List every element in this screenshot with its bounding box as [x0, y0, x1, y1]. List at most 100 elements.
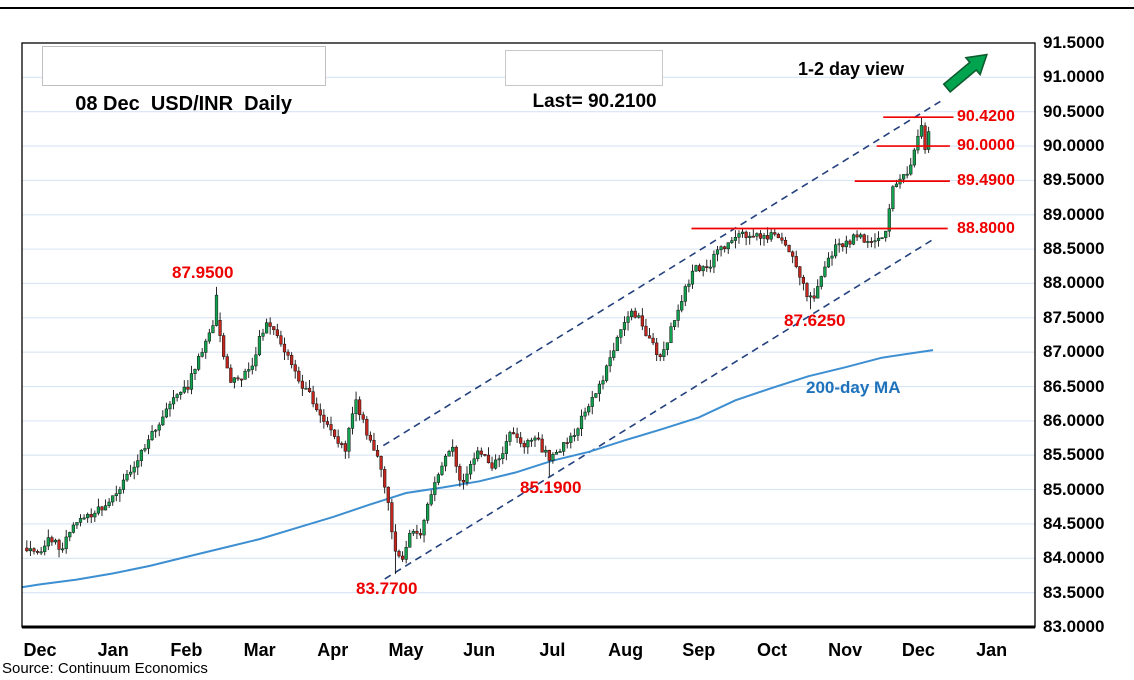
- candle-body: [232, 377, 236, 383]
- candle-body: [851, 234, 856, 245]
- candle-body: [594, 393, 598, 398]
- candle-body: [350, 413, 355, 429]
- candle-body: [468, 464, 473, 475]
- candle-body: [801, 276, 805, 284]
- candle-body: [640, 315, 644, 327]
- candle-body: [35, 551, 40, 553]
- candle-body: [71, 524, 75, 533]
- candle-body: [576, 428, 580, 436]
- x-axis-label: Jan: [976, 640, 1008, 660]
- candle-body: [511, 432, 516, 435]
- candle-body: [730, 240, 734, 243]
- candle-body: [490, 462, 494, 469]
- candle-body: [426, 503, 430, 521]
- candle-body: [866, 241, 870, 243]
- candle-body: [458, 466, 462, 481]
- candle-body: [200, 352, 204, 357]
- candle-body: [300, 380, 304, 389]
- x-axis-label: Mar: [243, 640, 276, 660]
- candle-body: [218, 319, 222, 336]
- candle-body: [880, 237, 884, 240]
- candle-body: [39, 551, 43, 554]
- candle-body: [75, 522, 79, 526]
- candle-body: [465, 473, 469, 483]
- candle-body: [619, 329, 623, 338]
- candle-body: [440, 465, 444, 475]
- annotation-label: 83.7700: [356, 579, 418, 598]
- candle-body: [46, 537, 50, 547]
- candle-body: [354, 399, 358, 415]
- candle-body: [540, 438, 544, 453]
- candle-body: [332, 429, 337, 437]
- candle-body: [211, 325, 215, 334]
- candle-body: [794, 256, 798, 267]
- candle-body: [909, 164, 913, 175]
- candle-body: [587, 406, 591, 413]
- candle-body: [171, 397, 176, 405]
- candle-body: [751, 235, 755, 238]
- y-axis-label: 83.5000: [1043, 582, 1105, 602]
- candle-body: [787, 244, 791, 253]
- candle-body: [454, 446, 458, 467]
- candle-body: [286, 351, 290, 356]
- candle-body: [884, 230, 888, 238]
- candle-body: [565, 442, 569, 444]
- candle-body: [429, 494, 433, 505]
- candle-body: [494, 459, 498, 469]
- y-axis-label: 91.0000: [1043, 67, 1105, 87]
- candle-body: [100, 506, 104, 511]
- candle-body: [175, 394, 179, 398]
- top-divider: [0, 7, 1134, 9]
- candle-body: [515, 433, 519, 438]
- candle-body: [894, 183, 899, 187]
- candle-body: [522, 443, 526, 448]
- candle-body: [665, 342, 670, 350]
- candle-body: [590, 397, 594, 407]
- candle-body: [361, 414, 365, 420]
- level-label: 90.4200: [957, 108, 1015, 126]
- candle-body: [197, 356, 201, 370]
- candle-body: [400, 555, 405, 560]
- candle-body: [275, 329, 279, 336]
- candle-body: [658, 354, 662, 357]
- candle-body: [676, 309, 680, 321]
- candle-body: [290, 354, 294, 365]
- source-caption: Source: Continuum Economics: [2, 660, 208, 677]
- candle-body: [669, 326, 673, 343]
- candle-body: [157, 424, 161, 431]
- candle-body: [164, 408, 168, 418]
- candle-body: [386, 486, 390, 503]
- candle-body: [182, 386, 186, 393]
- x-axis-label: Dec: [901, 640, 935, 660]
- candle-body: [715, 249, 720, 255]
- candle-body: [415, 530, 419, 534]
- candle-body: [612, 350, 616, 358]
- candle-body: [808, 295, 813, 298]
- x-axis-label: Jan: [97, 640, 129, 660]
- y-axis-label: 88.5000: [1043, 239, 1105, 259]
- annotation-label: 85.1900: [520, 478, 582, 497]
- candle-body: [150, 431, 154, 440]
- annotation-label: 87.9500: [172, 263, 234, 282]
- candle-body: [461, 479, 466, 483]
- candle-body: [740, 231, 745, 234]
- candle-body: [680, 301, 684, 311]
- x-axis-label: Sep: [682, 640, 716, 660]
- candle-body: [28, 548, 33, 552]
- candle-body: [479, 450, 483, 455]
- y-axis-label: 84.0000: [1043, 548, 1105, 568]
- candle-body: [179, 391, 183, 395]
- candle-body: [368, 434, 372, 441]
- candle-body: [118, 489, 122, 494]
- candle-body: [161, 416, 165, 426]
- candle-body: [819, 276, 823, 287]
- x-axis-label: Jul: [539, 640, 566, 660]
- candle-body: [483, 454, 487, 456]
- candle-body: [418, 533, 423, 536]
- candle-body: [307, 387, 312, 392]
- y-axis-label: 87.0000: [1043, 342, 1105, 362]
- trend-channel-line: [384, 237, 936, 580]
- candle-body: [508, 432, 512, 442]
